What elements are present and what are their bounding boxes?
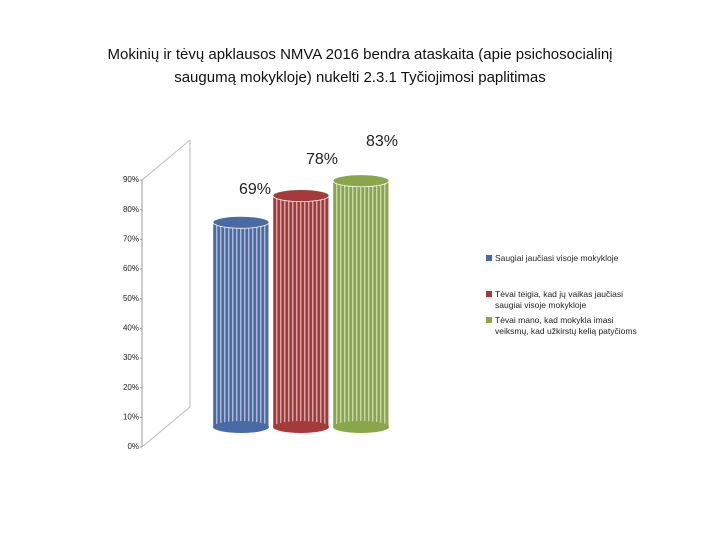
bar-base (213, 421, 269, 433)
value-label: 78% (306, 151, 338, 168)
y-tick-label: 70% (123, 234, 139, 243)
y-tick-label: 60% (123, 264, 139, 273)
legend-swatch (486, 317, 492, 323)
bar-top (272, 189, 330, 203)
bar-stripes (213, 222, 269, 427)
y-tick-label: 90% (123, 175, 139, 184)
y-tick-label: 0% (127, 442, 139, 451)
bar-base (273, 421, 329, 433)
value-label: 69% (239, 181, 271, 198)
wall-edge (141, 139, 191, 181)
value-label: 83% (366, 133, 398, 150)
legend-item: Saugiai jaučiasi visoje mokykloje (486, 253, 645, 264)
legend-swatch (486, 255, 492, 261)
chart-title: Mokinių ir tėvų apklausos NMVA 2016 bend… (108, 46, 613, 63)
chart-title: saugumą mokykloje) nukelti 2.3.1 Tyčioji… (174, 69, 546, 86)
wall-edge (141, 406, 191, 448)
y-tick-label: 10% (123, 412, 139, 421)
bar-base (333, 421, 389, 433)
bar-stripes (333, 180, 389, 427)
legend-item: Tėvai teigia, kad jų vaikas jaučiasi sau… (486, 289, 645, 311)
y-tick-label: 30% (123, 353, 139, 362)
legend-swatch (486, 291, 492, 297)
legend-item: Tėvai mano, kad mokykla imasi veiksmų, k… (486, 315, 645, 337)
y-tick-label: 20% (123, 383, 139, 392)
legend-label: Saugiai jaučiasi visoje mokykloje (495, 253, 619, 263)
bar-top (212, 215, 270, 229)
y-tick-label: 50% (123, 294, 139, 303)
y-tick-label: 80% (123, 205, 139, 214)
y-tick-label: 40% (123, 323, 139, 332)
legend-label: Tėvai teigia, kad jų vaikas jaučiasi sau… (495, 289, 624, 310)
bar-stripes (273, 195, 329, 427)
legend-label: Tėvai mano, kad mokykla imasi veiksmų, k… (495, 315, 637, 336)
bar-top (332, 174, 390, 188)
